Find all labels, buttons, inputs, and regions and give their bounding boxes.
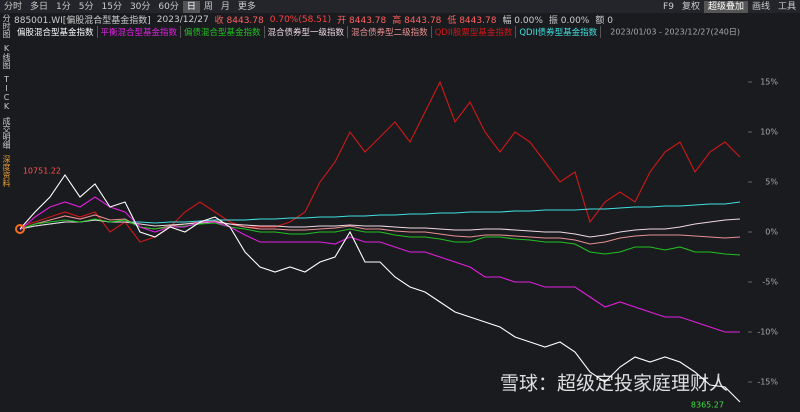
side-tab[interactable]: 分时图 [2, 14, 11, 38]
info-item: 额 0 [595, 16, 613, 26]
tab[interactable]: 30分 [129, 1, 151, 12]
series-line [19, 196, 740, 333]
tab[interactable]: 月 [220, 1, 230, 12]
side-tab[interactable]: 成交明细 [2, 117, 11, 149]
series-line [19, 218, 741, 238]
legend-entry[interactable]: 混合债券型一级指数 [265, 26, 349, 38]
tab[interactable]: 更多 [237, 1, 256, 12]
sidebar: 分时图 K线图 TICK 成交明细深度资料 [0, 14, 12, 187]
info-line: 885001.WI[偏股混合型基金指数] 2023/12/27 收 8443.78 0… [14, 13, 613, 27]
series-line [19, 174, 741, 403]
toolbar: 分时 多日 1分 5分 15分 30分 60分日周月更多 F9 复权 超级叠加 画线 工具 [0, 0, 800, 13]
tab[interactable]: 5分 [78, 1, 94, 12]
info-item: 收 8443.78 [214, 16, 264, 26]
tab[interactable]: 周 [203, 1, 213, 12]
tab[interactable]: 日 [182, 0, 200, 13]
info-item: 0.70%(58.51) [269, 14, 332, 25]
info-item: 885001.WI[偏股混合型基金指数] [14, 16, 151, 26]
y-tick-label: -10% [757, 328, 778, 337]
y-tick-label: 5% [765, 178, 778, 187]
info-item: 幅 0.00% [502, 16, 543, 26]
tool-button[interactable]: 复权 [681, 1, 700, 12]
y-tick-label: -5% [762, 278, 778, 287]
tab[interactable]: 1分 [56, 1, 71, 12]
series-line [19, 218, 741, 256]
watermark: 雪球：超级定投家庭理财人 [500, 373, 728, 395]
tab[interactable]: 分时 [4, 1, 23, 12]
info-item: 高 8443.78 [392, 16, 442, 26]
tool-button[interactable]: 工具 [777, 1, 796, 12]
side-tab[interactable]: 深度资料 [2, 155, 11, 187]
legend-entry[interactable]: 偏股混合型基金指数 [14, 26, 98, 38]
tool-button[interactable]: 画线 [751, 1, 770, 12]
tool-button[interactable]: 超级叠加 [703, 0, 748, 13]
legend-entry[interactable]: QDII股票型基金指数 [432, 26, 517, 38]
y-tick-label: 0% [765, 228, 778, 237]
tab[interactable]: 15分 [101, 1, 122, 12]
legend: 偏股混合型基金指数 平衡混合型基金指数 偏债混合型基金指数 混合债券型一级指数 混合债券… [14, 26, 602, 38]
tab[interactable]: 60分 [158, 1, 179, 12]
info-item: 2023/12/27 [156, 14, 209, 25]
tool-button[interactable]: F9 [663, 1, 674, 12]
y-tick-label: -15% [757, 378, 778, 387]
start-marker [15, 224, 25, 234]
series-line [19, 80, 741, 243]
info-item: 开 8443.78 [337, 16, 387, 26]
side-tab[interactable]: TICK [2, 75, 11, 111]
legend-entry[interactable]: 偏债混合型基金指数 [181, 26, 265, 38]
legend-entry[interactable]: 平衡混合型基金指数 [98, 26, 182, 38]
series-line [19, 201, 741, 230]
legend-entry[interactable]: 混合债券型二级指数 [348, 26, 432, 38]
range-label: 2023/01/03 - 2023/12/27(240日) [610, 28, 740, 37]
min-annotation: 8365.27 [691, 401, 724, 410]
y-tick-label: 10% [760, 128, 778, 137]
side-tab[interactable]: K线图 [2, 44, 11, 69]
tab[interactable]: 多日 [30, 1, 49, 12]
y-tick-label: 15% [760, 78, 778, 87]
info-item: 低 8443.78 [447, 16, 497, 26]
max-annotation: 10751.22 [23, 167, 61, 176]
series-line [19, 214, 741, 245]
info-item: 振 0.00% [548, 16, 590, 26]
legend-entry[interactable]: QDII债券型基金指数 [516, 26, 602, 38]
